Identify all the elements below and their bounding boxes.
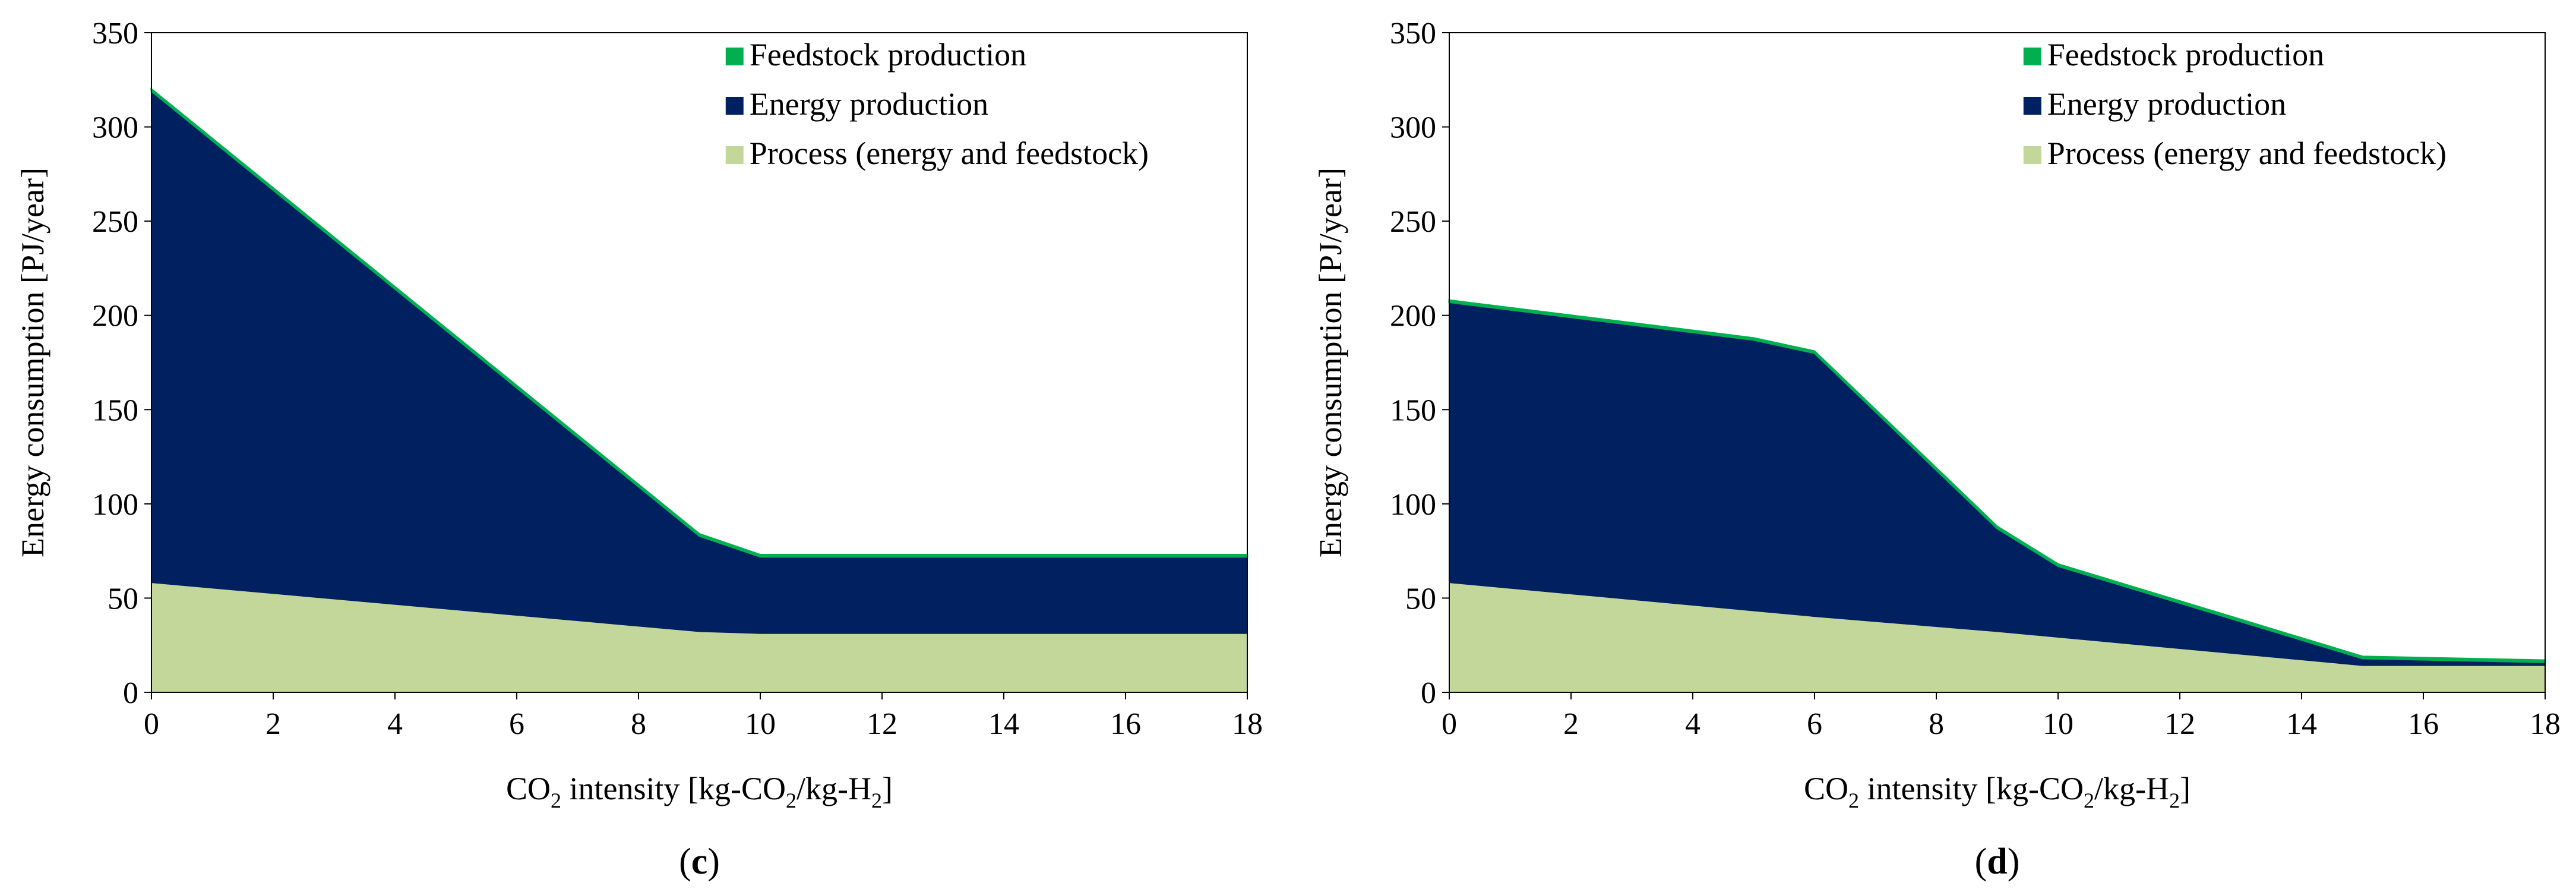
panel-label-paren-close: ) xyxy=(707,841,720,882)
x-tick-label: 12 xyxy=(2164,707,2195,741)
x-axis-label-subscript: 2 xyxy=(786,789,796,812)
x-tick-label: 0 xyxy=(144,707,159,741)
y-tick-label: 200 xyxy=(92,300,138,333)
x-tick-label: 4 xyxy=(387,707,403,741)
y-tick-labels: 0 50 100 150 200 250 300 350 xyxy=(1390,17,1449,710)
stacked-areas xyxy=(150,87,1249,692)
y-tick-label: 150 xyxy=(1390,393,1436,427)
legend-swatch-process xyxy=(725,146,744,164)
panel-label-paren-close: ) xyxy=(2008,841,2020,882)
area-process xyxy=(1449,583,2545,692)
axes xyxy=(151,32,1248,693)
x-axis-label-subscript: 2 xyxy=(2084,789,2094,812)
panel-label: (c) xyxy=(679,841,720,882)
panel-label-letter: d xyxy=(1987,841,2007,882)
x-tick-label: 6 xyxy=(509,707,524,741)
y-tick-label: 350 xyxy=(1390,17,1436,51)
x-tick-labels: 0 2 4 6 8 10 12 14 16 18 xyxy=(1442,692,2561,741)
y-tick-labels: 0 50 100 150 200 250 300 350 xyxy=(92,17,151,710)
x-tick-labels: 0 2 4 6 8 10 12 14 16 18 xyxy=(144,692,1263,741)
legend-swatch-feedstock xyxy=(2023,48,2041,65)
x-tick-label: 18 xyxy=(1232,707,1263,741)
y-tick-label: 50 xyxy=(1405,582,1436,616)
legend-label-feedstock: Feedstock production xyxy=(2047,37,2324,73)
y-tick-label: 350 xyxy=(92,17,138,51)
y-tick-label: 250 xyxy=(1390,205,1436,239)
chart-panel-d: 0 50 100 150 200 250 300 350 0 2 4 6 8 10 12 14 16 18 En… xyxy=(1313,17,2561,882)
x-axis-label-part: ] xyxy=(882,771,893,806)
y-tick-label: 100 xyxy=(92,488,138,522)
x-axis-label-part: CO xyxy=(506,771,551,806)
x-axis-label-subscript: 2 xyxy=(551,789,561,812)
x-tick-label: 8 xyxy=(1929,707,1944,741)
y-tick-label: 250 xyxy=(92,205,138,239)
x-axis-label-part: intensity [kg-CO xyxy=(561,771,786,806)
y-tick-label: 150 xyxy=(92,393,138,427)
x-tick-label: 18 xyxy=(2530,707,2561,741)
legend-label-energy: Energy production xyxy=(750,86,988,122)
legend-label-process: Process (energy and feedstock) xyxy=(750,135,1149,171)
panel-label: (d) xyxy=(1975,841,2020,882)
legend-label-energy: Energy production xyxy=(2047,86,2286,122)
x-tick-label: 8 xyxy=(631,707,646,741)
area-energy-production xyxy=(151,91,1247,634)
x-axis-label-subscript: 2 xyxy=(2169,789,2180,812)
x-axis-label-part: intensity [kg-CO xyxy=(1859,771,2084,806)
x-tick-label: 2 xyxy=(265,707,281,741)
y-tick-label: 200 xyxy=(1390,300,1436,333)
chart-panel-c: 0 50 100 150 200 250 300 350 0 2 4 6 8 10 12 14 16 18 En… xyxy=(15,17,1263,882)
x-axis-label-part: CO xyxy=(1804,771,1848,806)
legend-label-feedstock: Feedstock production xyxy=(750,37,1026,73)
legend-swatch-process xyxy=(2023,146,2041,164)
x-tick-label: 4 xyxy=(1685,707,1701,741)
x-axis-label-subscript: 2 xyxy=(871,789,882,812)
x-tick-label: 0 xyxy=(1442,707,1457,741)
y-tick-label: 0 xyxy=(1421,676,1436,710)
area-process xyxy=(151,583,1247,692)
stacked-areas xyxy=(1448,299,2546,692)
legend-swatch-energy xyxy=(2023,97,2041,115)
x-tick-label: 14 xyxy=(2286,707,2317,741)
y-axis-label: Energy consumption [PJ/year] xyxy=(1313,168,1348,557)
x-tick-label: 10 xyxy=(745,707,776,741)
y-tick-label: 100 xyxy=(1390,488,1436,522)
x-axis-label-part: ] xyxy=(2180,771,2191,806)
x-axis-label: CO2 intensity [kg-CO2/kg-H2] xyxy=(1804,771,2191,812)
x-axis-label: CO2 intensity [kg-CO2/kg-H2] xyxy=(506,771,893,812)
x-tick-label: 16 xyxy=(1110,707,1141,741)
panel-label-paren-open: ( xyxy=(679,841,691,882)
y-tick-label: 300 xyxy=(1390,111,1436,145)
x-tick-label: 16 xyxy=(2408,707,2439,741)
x-axis-label-part: /kg-H xyxy=(796,771,871,806)
y-tick-label: 0 xyxy=(123,676,138,710)
axes xyxy=(1449,32,2546,693)
y-tick-label: 300 xyxy=(92,111,138,145)
y-axis-label: Energy consumption [PJ/year] xyxy=(15,168,50,557)
plot-area-border xyxy=(1449,32,2546,693)
x-tick-label: 12 xyxy=(867,707,897,741)
x-tick-label: 10 xyxy=(2043,707,2074,741)
y-tick-label: 50 xyxy=(108,582,138,616)
panel-label-letter: c xyxy=(691,841,708,882)
legend: Feedstock production Energy production P… xyxy=(2023,37,2447,171)
legend-label-process: Process (energy and feedstock) xyxy=(2047,135,2447,171)
area-energy-production xyxy=(1449,302,2545,666)
x-tick-label: 14 xyxy=(988,707,1019,741)
x-tick-label: 2 xyxy=(1563,707,1579,741)
x-axis-label-part: /kg-H xyxy=(2094,771,2169,806)
legend: Feedstock production Energy production P… xyxy=(725,37,1149,171)
legend-swatch-energy xyxy=(725,97,744,115)
plot-area-border xyxy=(151,32,1248,693)
x-tick-label: 6 xyxy=(1807,707,1822,741)
x-axis-label-subscript: 2 xyxy=(1848,789,1859,812)
legend-swatch-feedstock xyxy=(725,48,744,65)
panel-label-paren-open: ( xyxy=(1975,841,1987,882)
